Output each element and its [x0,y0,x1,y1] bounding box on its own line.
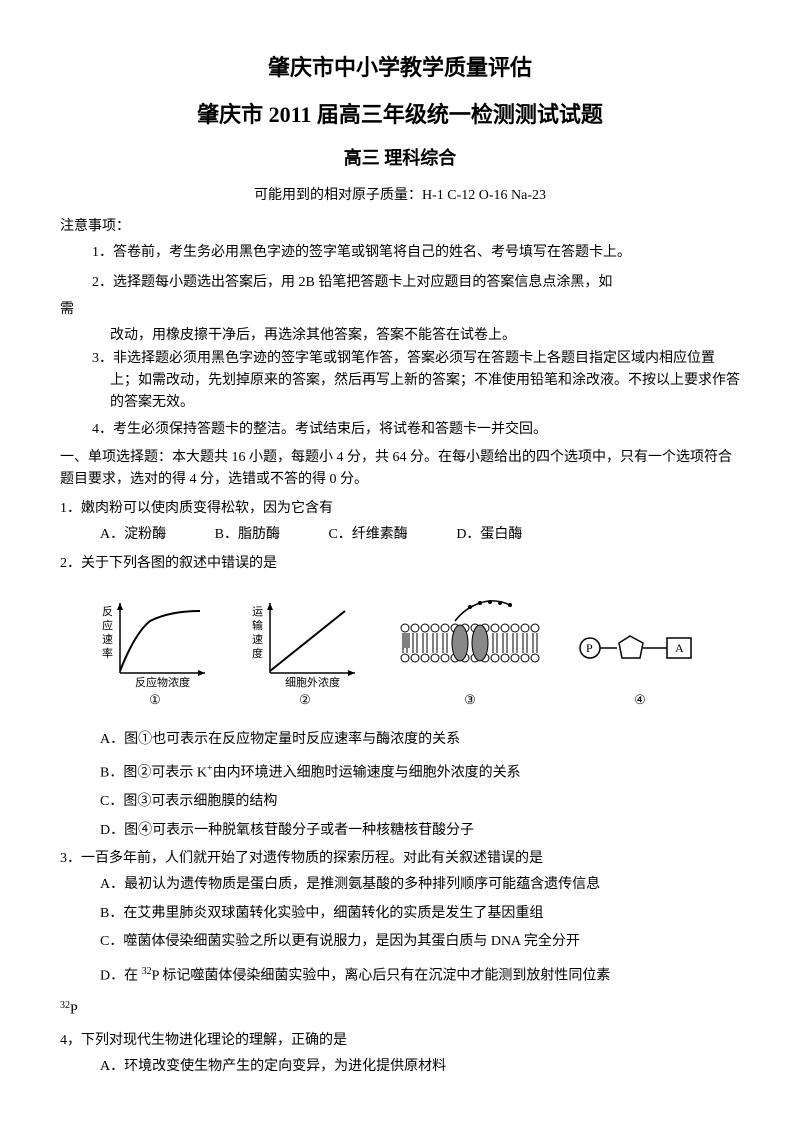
p32-sup: 32 [60,1000,70,1011]
notice-item-1: 1．答卷前，考生务必用黑色字迹的签字笔或钢笔将自己的姓名、考号填写在答题卡上。 [60,242,740,264]
q2-opt-a: A．图①也可表示在反应物定量时反应速率与酶浓度的关系 [60,729,740,751]
d1-ylabel-3: 速 [102,633,113,646]
question-1-options: A．淀粉酶 B．脂肪酶 C．纤维素酶 D．蛋白酶 [60,524,740,546]
q3-opt-a: A．最初认为遗传物质是蛋白质，是推测氨基酸的多种排列顺序可能蕴含遗传信息 [60,874,740,896]
d2-ylabel-4: 度 [252,646,263,660]
diagram-1: 反 应 速 率 反应物浓度 ① [95,593,215,711]
question-3: 3．一百多年前，人们就开始了对遗传物质的探索历程。对此有关叙述错误的是 [60,848,740,870]
q3-opt-d-sup: 32 [142,966,152,977]
q2-opt-b: B．图②可表示 K+由内环境进入细胞时运输速度与细胞外浓度的关系 [60,761,740,785]
q1-opt-b: B．脂肪酶 [215,527,280,542]
atomic-mass-info: 可能用到的相对原子质量：H-1 C-12 O-16 Na-23 [60,185,740,207]
d1-ylabel-4: 率 [102,646,113,660]
diagram-3: ③ [395,593,545,711]
q2-opt-b-prefix: B．图②可表示 K [100,766,207,781]
q4-opt-a: A．环境改变使生物产生的定向变异，为进化提供原材料 [60,1056,740,1078]
notice-item-3: 3．非选择题必须用黑色字迹的签字笔或钢笔作答，答案必须写在答题卡上各题目指定区域… [60,348,740,415]
section-intro: 一、单项选择题：本大题共 16 小题，每题小 4 分，共 64 分。在每小题给出… [60,447,740,492]
main-title-3: 高三 理科综合 [60,144,740,173]
d4-p-label: P [586,641,593,655]
q2-opt-d: D．图④可表示一种脱氧核苷酸分子或者一种核糖核苷酸分子 [60,820,740,842]
q3-opt-b: B．在艾弗里肺炎双球菌转化实验中，细菌转化的实质是发生了基因重组 [60,903,740,925]
diagram-4-label: ④ [575,690,705,711]
diagram-1-svg: 反 应 速 率 反应物浓度 [95,593,215,688]
diagram-3-label: ③ [395,690,545,711]
q2-opt-c: C．图③可表示细胞膜的结构 [60,791,740,813]
notice-item-2-sub: 需 [60,299,740,321]
d2-ylabel-3: 速 [252,633,263,646]
question-2: 2．关于下列各图的叙述中错误的是 [60,553,740,575]
main-title-2: 肇庆市 2011 届高三年级统一检测测试试题 [60,97,740,132]
p32-line: 32P [60,998,740,1022]
question-4: 4，下列对现代生物进化理论的理解，正确的是 [60,1030,740,1052]
q2-opt-b-suffix: 由内环境进入细胞时运输速度与细胞外浓度的关系 [213,766,521,781]
d1-xlabel: 反应物浓度 [135,675,190,688]
q1-opt-c: C．纤维素酶 [328,527,407,542]
q3-opt-d-prefix: D．在 [100,968,142,983]
diagram-2-svg: 运 输 速 度 细胞外浓度 [245,593,365,688]
diagram-4-svg: P A [575,608,705,688]
d2-ylabel-1: 运 [252,605,263,618]
d2-xlabel: 细胞外浓度 [285,675,340,688]
diagram-2-label: ② [245,690,365,711]
q1-opt-d: D．蛋白酶 [456,527,522,542]
p32-text: P [70,1002,78,1017]
notice-item-2: 2．选择题每小题选出答案后，用 2B 铅笔把答题卡上对应题目的答案信息点涂黑，如 [60,272,740,294]
q3-opt-d: D．在 32P 标记噬菌体侵染细菌实验中，离心后只有在沉淀中才能测到放射性同位素 [60,964,740,988]
q3-opt-c: C．噬菌体侵染细菌实验之所以更有说服力，是因为其蛋白质与 DNA 完全分开 [60,931,740,953]
diagrams-row: 反 应 速 率 反应物浓度 ① 运 输 速 度 细胞外浓度 ② [60,583,740,721]
diagram-1-label: ① [95,690,215,711]
notice-item-2-cont: 改动，用橡皮擦干净后，再选涂其他答案，答案不能答在试卷上。 [60,325,740,347]
d1-ylabel-1: 反 [102,605,113,618]
q1-opt-a: A．淀粉酶 [100,527,166,542]
notice-header: 注意事项： [60,216,740,238]
d4-a-label: A [675,641,684,655]
diagram-2: 运 输 速 度 细胞外浓度 ② [245,593,365,711]
diagram-3-svg [395,593,545,688]
d2-ylabel-2: 输 [252,618,263,632]
question-1: 1．嫩肉粉可以使肉质变得松软，因为它含有 [60,498,740,520]
main-title-1: 肇庆市中小学教学质量评估 [60,50,740,85]
notice-item-4: 4．考生必须保持答题卡的整洁。考试结束后，将试卷和答题卡一并交回。 [60,419,740,441]
diagram-4: P A ④ [575,608,705,711]
q3-opt-d-mid: P 标记噬菌体侵染细菌实验中，离心后只有在沉淀中才能测到放射性同位素 [152,968,611,983]
d1-ylabel-2: 应 [102,618,113,632]
